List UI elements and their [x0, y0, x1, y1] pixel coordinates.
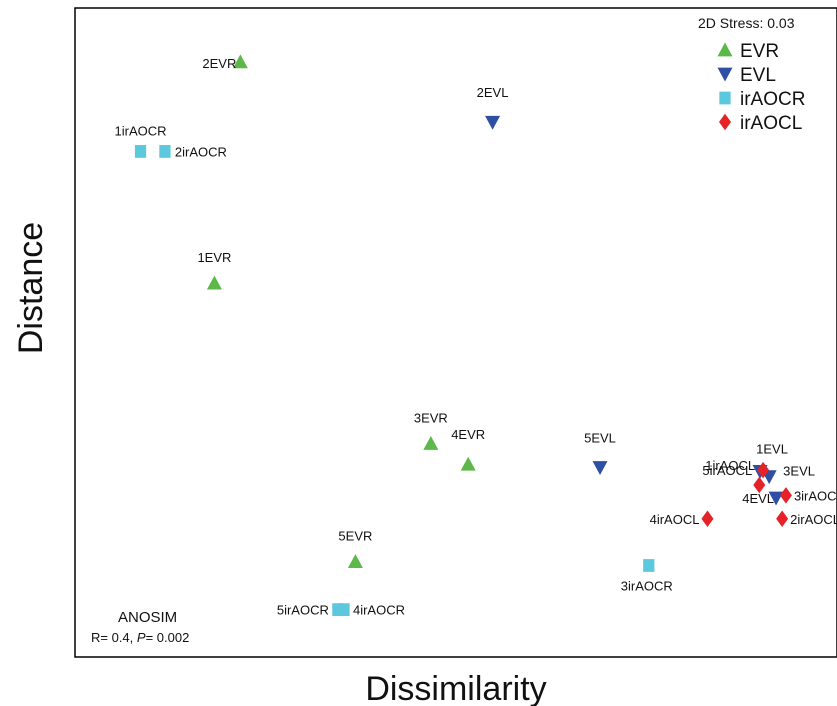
- point-label-1iraocr: 1irAOCR: [115, 123, 167, 138]
- point-label-3evr: 3EVR: [414, 410, 448, 425]
- point-label-5iraocr: 5irAOCR: [277, 603, 329, 618]
- anosim-stat: R= 0.4, P= 0.002: [91, 630, 189, 645]
- anosim-p-symbol: P: [137, 630, 146, 645]
- point-4iraocl: [701, 510, 714, 528]
- point-2evr: [232, 54, 248, 69]
- legend-marker-evl: [717, 67, 733, 82]
- point-label-4evl: 4EVL: [742, 491, 774, 506]
- point-label-2iraocl: 2irAOCL: [790, 512, 837, 527]
- point-4evr: [460, 456, 476, 471]
- point-1iraocl: [757, 461, 770, 479]
- point-label-2evl: 2EVL: [477, 85, 509, 100]
- point-2iraocr: [159, 145, 171, 158]
- anosim-title: ANOSIM: [118, 609, 177, 626]
- legend-marker-evr: [717, 42, 733, 57]
- legend-marker-iraocr: [719, 91, 731, 105]
- legend-label-iraocl: irAOCL: [740, 113, 802, 134]
- stress-label: 2D Stress: 0.03: [698, 15, 795, 31]
- legend-label-evr: EVR: [740, 41, 779, 62]
- point-label-3iraocr: 3irAOCR: [621, 578, 673, 593]
- point-label-5evl: 5EVL: [584, 430, 616, 445]
- point-label-1evl: 1EVL: [756, 441, 788, 456]
- plot-frame: [74, 7, 837, 658]
- point-2iraocl: [776, 510, 789, 528]
- legend: EVR EVL irAOCR irAOCL: [717, 41, 805, 134]
- point-5evl: [592, 461, 608, 475]
- point-1iraocr: [134, 145, 147, 158]
- point-5iraocl: [753, 476, 766, 494]
- legend-label-iraocr: irAOCR: [740, 89, 805, 110]
- point-label-5evr: 5EVR: [338, 529, 372, 544]
- legend-marker-iraocl: [719, 113, 731, 131]
- point-label-4evr: 4EVR: [451, 427, 485, 442]
- point-3iraocr: [643, 559, 655, 572]
- x-axis-title: Dissimilarity: [365, 670, 546, 706]
- point-label-5iraocl: 5irAOCL: [702, 463, 752, 478]
- y-axis-title: Distance: [12, 222, 50, 354]
- point-5iraocr: [332, 603, 344, 616]
- point-label-4iraocr: 4irAOCR: [353, 603, 405, 618]
- anosim-p-value: = 0.002: [146, 630, 190, 645]
- data-points: [134, 54, 792, 616]
- point-label-1evr: 1EVR: [197, 250, 231, 265]
- point-label-1iraocl: 1irAOCL: [705, 458, 755, 473]
- point-label-3iraocl: 3irAOCL: [794, 488, 837, 503]
- point-label-2iraocr: 2irAOCR: [175, 144, 227, 159]
- point-label-4iraocl: 4irAOCL: [650, 512, 700, 527]
- point-2evl: [485, 115, 501, 130]
- point-label-2evr: 2EVR: [202, 56, 236, 71]
- point-3iraocl: [779, 487, 792, 504]
- point-3evr: [423, 435, 439, 450]
- point-4evl: [768, 491, 784, 506]
- point-1evr: [206, 275, 222, 290]
- legend-label-evl: EVL: [740, 65, 776, 86]
- point-4iraocr: [338, 603, 350, 616]
- anosim-r-text: R= 0.4,: [91, 630, 137, 645]
- point-label-3evl: 3EVL: [783, 464, 815, 479]
- point-5evr: [347, 554, 363, 568]
